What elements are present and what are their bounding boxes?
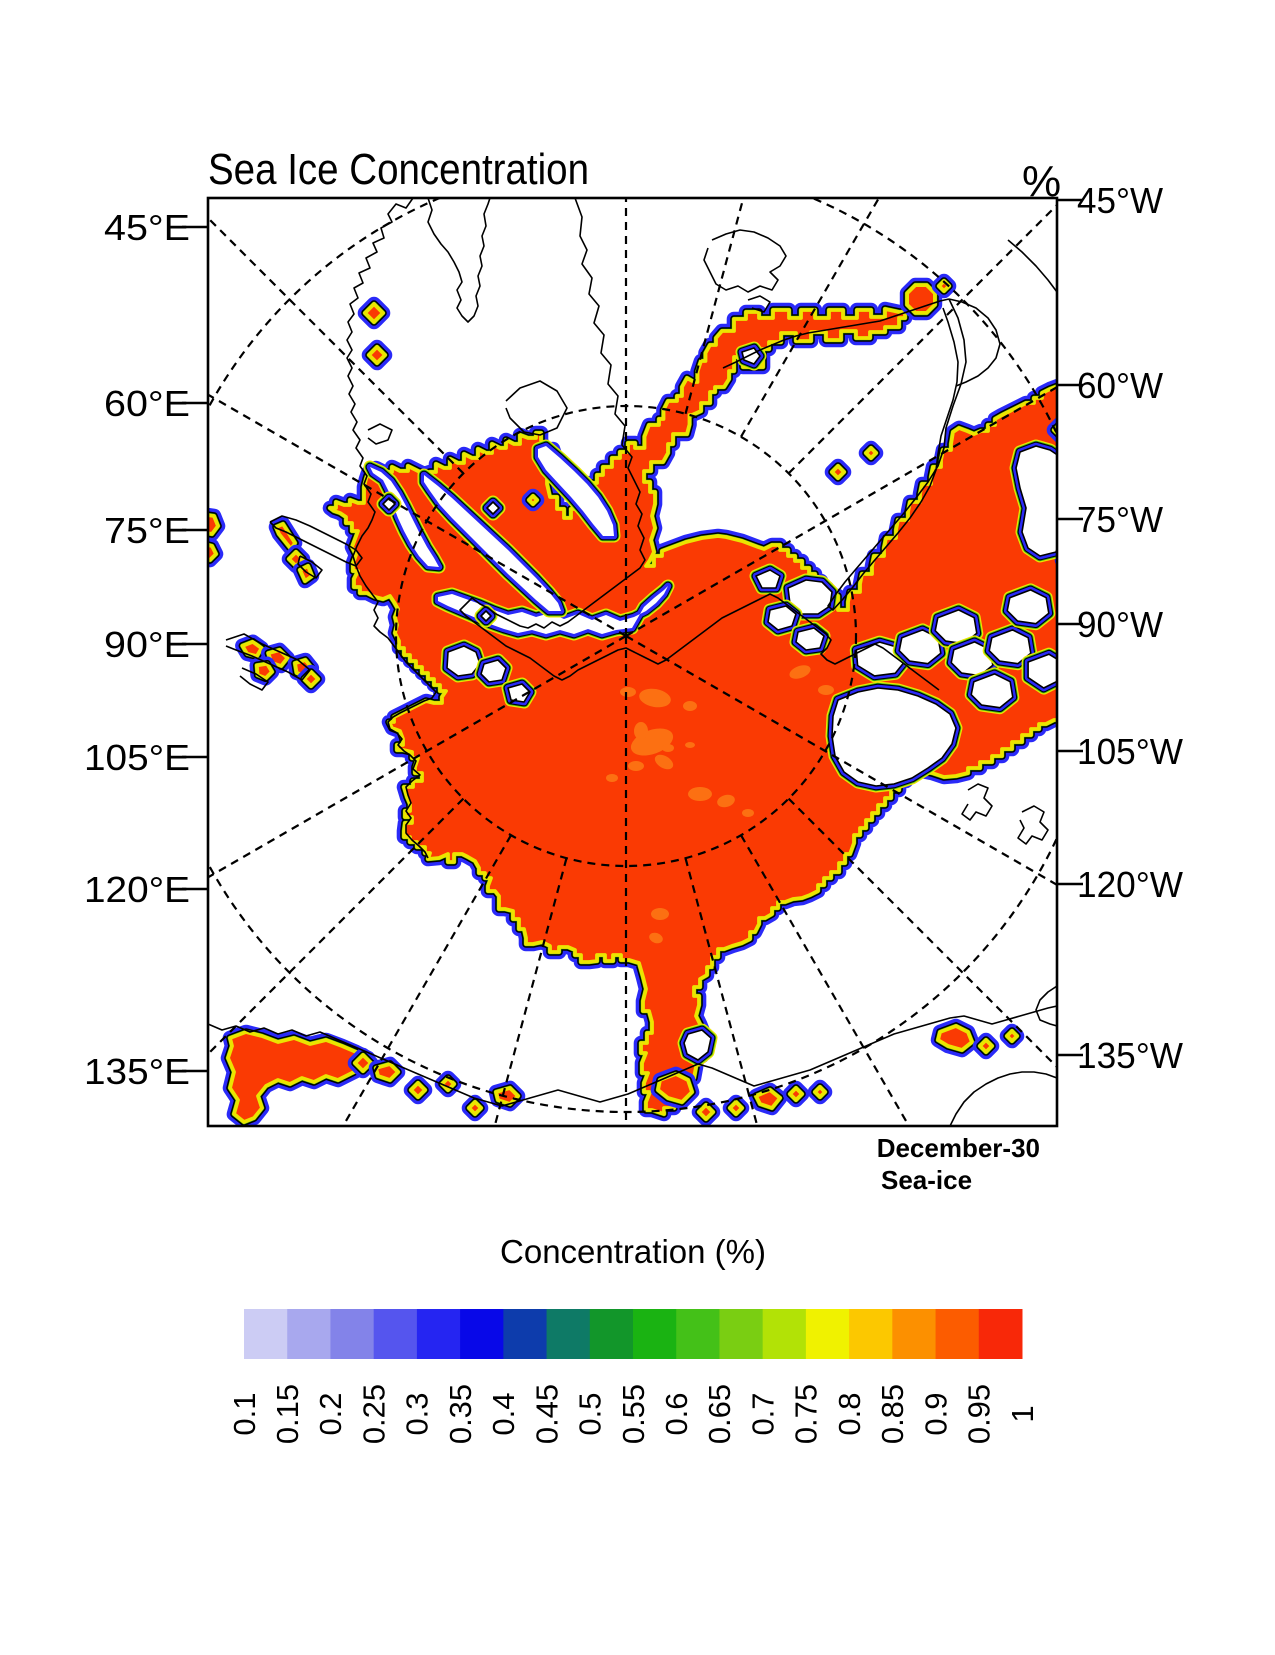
- svg-text:%: %: [1022, 157, 1061, 206]
- svg-text:0.3: 0.3: [400, 1392, 435, 1435]
- svg-text:0.65: 0.65: [702, 1384, 737, 1444]
- svg-text:0.45: 0.45: [529, 1384, 564, 1444]
- svg-text:0.9: 0.9: [918, 1392, 953, 1435]
- svg-text:0.55: 0.55: [616, 1384, 651, 1444]
- svg-text:0.15: 0.15: [270, 1384, 305, 1444]
- svg-text:0.2: 0.2: [313, 1392, 348, 1435]
- svg-text:90°E: 90°E: [104, 624, 190, 665]
- svg-text:Concentration (%): Concentration (%): [500, 1233, 766, 1270]
- svg-text:45°E: 45°E: [104, 207, 190, 248]
- svg-text:45°W: 45°W: [1077, 180, 1163, 221]
- svg-text:December-30: December-30: [877, 1133, 1040, 1163]
- svg-text:75°W: 75°W: [1077, 499, 1163, 540]
- svg-text:135°W: 135°W: [1077, 1035, 1183, 1076]
- svg-text:0.5: 0.5: [573, 1392, 608, 1435]
- svg-text:105°E: 105°E: [84, 737, 190, 778]
- svg-text:0.95: 0.95: [962, 1384, 997, 1444]
- svg-text:135°E: 135°E: [84, 1051, 190, 1092]
- svg-text:120°E: 120°E: [84, 869, 190, 910]
- svg-text:90°W: 90°W: [1077, 604, 1163, 645]
- svg-text:60°W: 60°W: [1077, 365, 1163, 406]
- svg-text:0.85: 0.85: [875, 1384, 910, 1444]
- svg-text:0.6: 0.6: [659, 1392, 694, 1435]
- svg-text:0.1: 0.1: [227, 1392, 262, 1435]
- svg-text:0.4: 0.4: [486, 1392, 521, 1435]
- svg-text:0.35: 0.35: [443, 1384, 478, 1444]
- svg-text:Sea-ice: Sea-ice: [881, 1165, 972, 1195]
- svg-text:Sea Ice Concentration: Sea Ice Concentration: [208, 145, 589, 194]
- svg-text:120°W: 120°W: [1077, 864, 1183, 905]
- svg-text:1: 1: [1005, 1405, 1040, 1422]
- svg-text:0.25: 0.25: [357, 1384, 392, 1444]
- svg-text:105°W: 105°W: [1077, 731, 1183, 772]
- svg-text:60°E: 60°E: [104, 383, 190, 424]
- svg-text:0.8: 0.8: [832, 1392, 867, 1435]
- svg-text:0.75: 0.75: [789, 1384, 824, 1444]
- svg-text:75°E: 75°E: [104, 510, 190, 551]
- svg-text:0.7: 0.7: [746, 1392, 781, 1435]
